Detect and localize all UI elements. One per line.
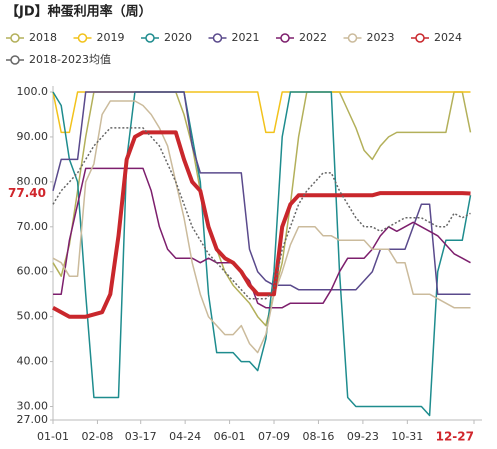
y-tick-label: 50.00 [17,310,49,323]
legend-marker [415,33,425,43]
y-tick-label: 27.00 [17,413,49,426]
y-tick-label: 30.00 [17,400,49,413]
value-label: 77.40 [8,186,46,200]
y-tick-label: 40.00 [17,355,49,368]
x-tick-label: 08-16 [302,430,334,443]
x-tick-label: 02-08 [81,430,113,443]
legend-label: 2020 [164,31,192,44]
y-tick-label: 70.00 [17,220,49,233]
legend-item: 2020 [141,31,192,44]
legend-item: 2024 [411,31,462,44]
legend-marker [280,33,290,43]
legend-label: 2023 [367,31,395,44]
y-tick-label: 60.00 [17,265,49,278]
y-tick-label: 90.00 [17,130,49,143]
legend-marker [10,33,20,43]
series-line [52,91,471,295]
x-tick-label: 01-01 [37,430,69,443]
legend-label: 2019 [97,31,125,44]
legend-item: 2022 [276,31,327,44]
legend-marker [145,33,155,43]
legend-label: 2018 [29,31,57,44]
legend-marker [77,33,88,43]
x-tick-label: 04-24 [169,430,201,443]
chart-title: 【JD】种蛋利用率（周） [6,4,152,20]
value-label-bg [1,184,49,203]
series-line [52,130,471,319]
series-line [52,91,472,327]
legend-item: 2021 [208,31,260,44]
x-tick-label: 07-09 [258,430,290,443]
legend-marker [212,33,223,43]
x-tick-label: 10-31 [391,430,423,443]
x-tick-label: 06-01 [214,430,246,443]
legend-label: 2024 [434,31,462,44]
legend-marker [10,55,20,65]
legend-label: 2021 [232,31,260,44]
legend-marker [347,33,358,43]
series-line [52,100,471,354]
legend-item: 2018 [6,31,57,44]
x-tick-label: 03-17 [125,430,157,443]
legend-item: 2023 [343,31,395,44]
series-line [52,91,471,134]
legend-label: 2022 [299,31,327,44]
series-line [52,127,471,300]
series-line [53,167,471,309]
y-tick-label: 100.0 [17,85,49,98]
legend-label: 2018-2023均值 [29,53,111,66]
x-tick-label: 12-27 [436,430,474,444]
x-tick-label: 09-23 [347,430,379,443]
legend-item: 2018-2023均值 [6,53,111,66]
series-line [52,91,472,417]
legend-item: 2019 [73,31,125,44]
